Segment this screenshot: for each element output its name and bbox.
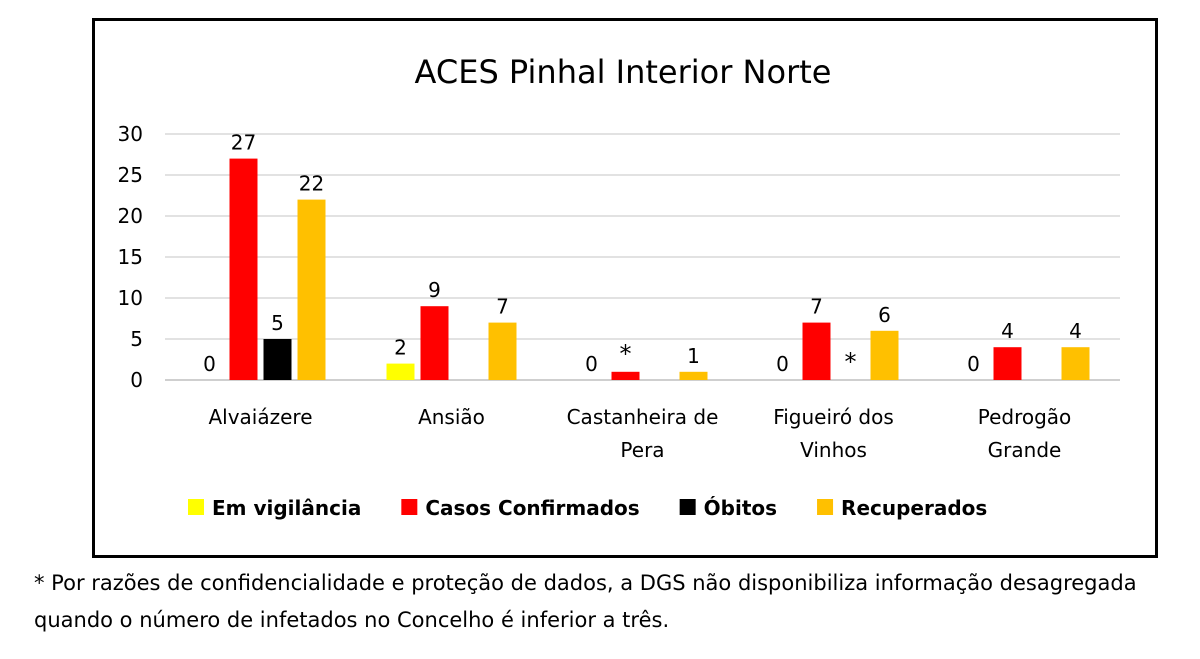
chart-title: ACES Pinhal Interior Norte xyxy=(415,53,832,91)
data-label: 9 xyxy=(428,278,441,302)
bar xyxy=(611,371,640,380)
bar xyxy=(488,322,517,380)
data-label: 4 xyxy=(1069,319,1082,343)
legend-label: Recuperados xyxy=(841,496,987,520)
data-label: 0 xyxy=(967,352,980,376)
data-label: 4 xyxy=(1001,319,1014,343)
data-label: 22 xyxy=(299,172,324,196)
legend-swatch xyxy=(679,499,696,515)
x-tick-label: Alvaiázere xyxy=(208,405,312,429)
x-tick-label: Grande xyxy=(988,438,1062,462)
y-tick-label: 5 xyxy=(130,327,143,351)
legend-swatch xyxy=(817,499,834,515)
x-tick-label: Pera xyxy=(620,438,664,462)
data-label: 7 xyxy=(810,295,823,319)
y-tick-label: 30 xyxy=(118,122,143,146)
data-label: 2 xyxy=(394,336,407,360)
data-label: * xyxy=(845,348,857,376)
data-label: 1 xyxy=(687,344,700,368)
bar xyxy=(386,363,415,380)
x-tick-label: Castanheira de xyxy=(567,405,719,429)
x-tick-label: Ansião xyxy=(418,405,485,429)
y-tick-label: 15 xyxy=(118,245,143,269)
bar xyxy=(679,371,708,380)
data-label: 0 xyxy=(585,352,598,376)
bar xyxy=(1061,347,1090,380)
data-label: 0 xyxy=(776,352,789,376)
bar xyxy=(263,339,292,380)
data-label: 6 xyxy=(878,303,891,327)
footnote: * Por razões de confidencialidade e prot… xyxy=(34,571,1137,632)
legend-swatch xyxy=(401,499,418,515)
y-tick-label: 0 xyxy=(130,368,143,392)
bar xyxy=(229,158,258,380)
legend-swatch xyxy=(188,499,204,515)
bar xyxy=(420,306,449,380)
bar xyxy=(297,199,326,380)
legend-label: Óbitos xyxy=(704,496,777,520)
chart-frame xyxy=(92,18,1158,558)
legend-label: Em vigilância xyxy=(212,496,361,520)
data-label: 27 xyxy=(231,131,256,155)
bar xyxy=(802,322,831,380)
data-label: 0 xyxy=(203,352,216,376)
data-label: * xyxy=(620,340,632,368)
legend-label: Casos Confirmados xyxy=(425,496,639,520)
data-label: 5 xyxy=(271,311,284,335)
x-tick-label: Figueiró dos xyxy=(773,405,894,429)
x-tick-label: Pedrogão xyxy=(978,405,1072,429)
y-tick-label: 25 xyxy=(118,163,143,187)
bar xyxy=(870,330,899,380)
data-label: 7 xyxy=(496,295,509,319)
y-tick-label: 20 xyxy=(118,204,143,228)
y-tick-label: 10 xyxy=(118,286,143,310)
bar-chart: ACES Pinhal Interior Norte05101520253002… xyxy=(118,53,1120,520)
bar xyxy=(993,347,1022,380)
x-tick-label: Vinhos xyxy=(800,438,867,462)
